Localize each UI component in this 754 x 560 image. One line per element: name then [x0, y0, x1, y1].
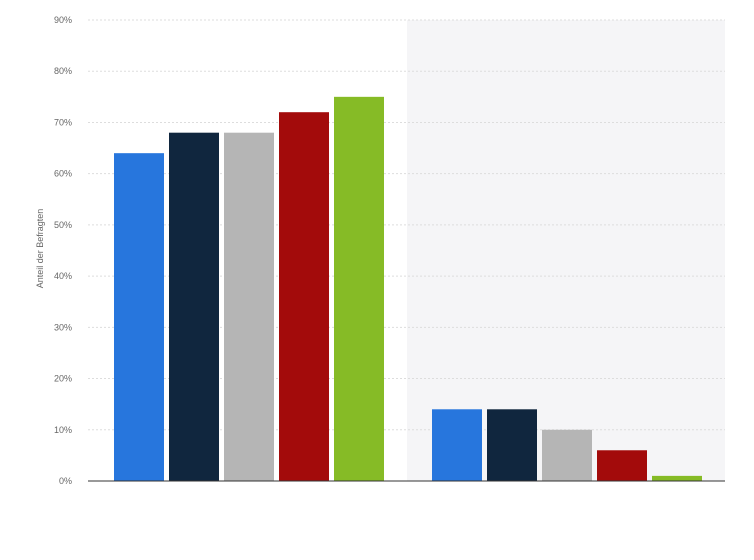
chart-background — [407, 20, 725, 481]
bar-group-2-series-1[interactable] — [432, 409, 482, 481]
bar-group-2-series-3[interactable] — [542, 429, 592, 481]
bar-group-1-series-3[interactable] — [224, 132, 274, 481]
y-axis-title: Anteil der Befragten — [35, 209, 45, 289]
bar-group-1-series-4[interactable] — [279, 112, 329, 481]
group-shade-background — [407, 20, 725, 481]
y-tick-label: 30% — [54, 322, 72, 332]
y-tick-label: 20% — [54, 374, 72, 384]
bar-group-1-series-5[interactable] — [334, 96, 384, 481]
bar-group-2-series-5[interactable] — [652, 475, 702, 481]
bar-group-1-series-1[interactable] — [114, 153, 164, 481]
y-tick-label: 60% — [54, 169, 72, 179]
y-tick-label: 90% — [54, 15, 72, 25]
bar-group-1-series-2[interactable] — [169, 132, 219, 481]
bars — [114, 96, 702, 481]
y-tick-label: 70% — [54, 117, 72, 127]
y-tick-label: 0% — [59, 476, 72, 486]
bar-group-2-series-4[interactable] — [597, 450, 647, 481]
y-tick-label: 10% — [54, 425, 72, 435]
y-tick-label: 40% — [54, 271, 72, 281]
bar-group-2-series-2[interactable] — [487, 409, 537, 481]
y-tick-label: 50% — [54, 220, 72, 230]
y-tick-label: 80% — [54, 66, 72, 76]
y-axis-ticks: 0% 10% 20% 30% 40% 50% 60% 70% 80% 90% — [54, 15, 72, 486]
